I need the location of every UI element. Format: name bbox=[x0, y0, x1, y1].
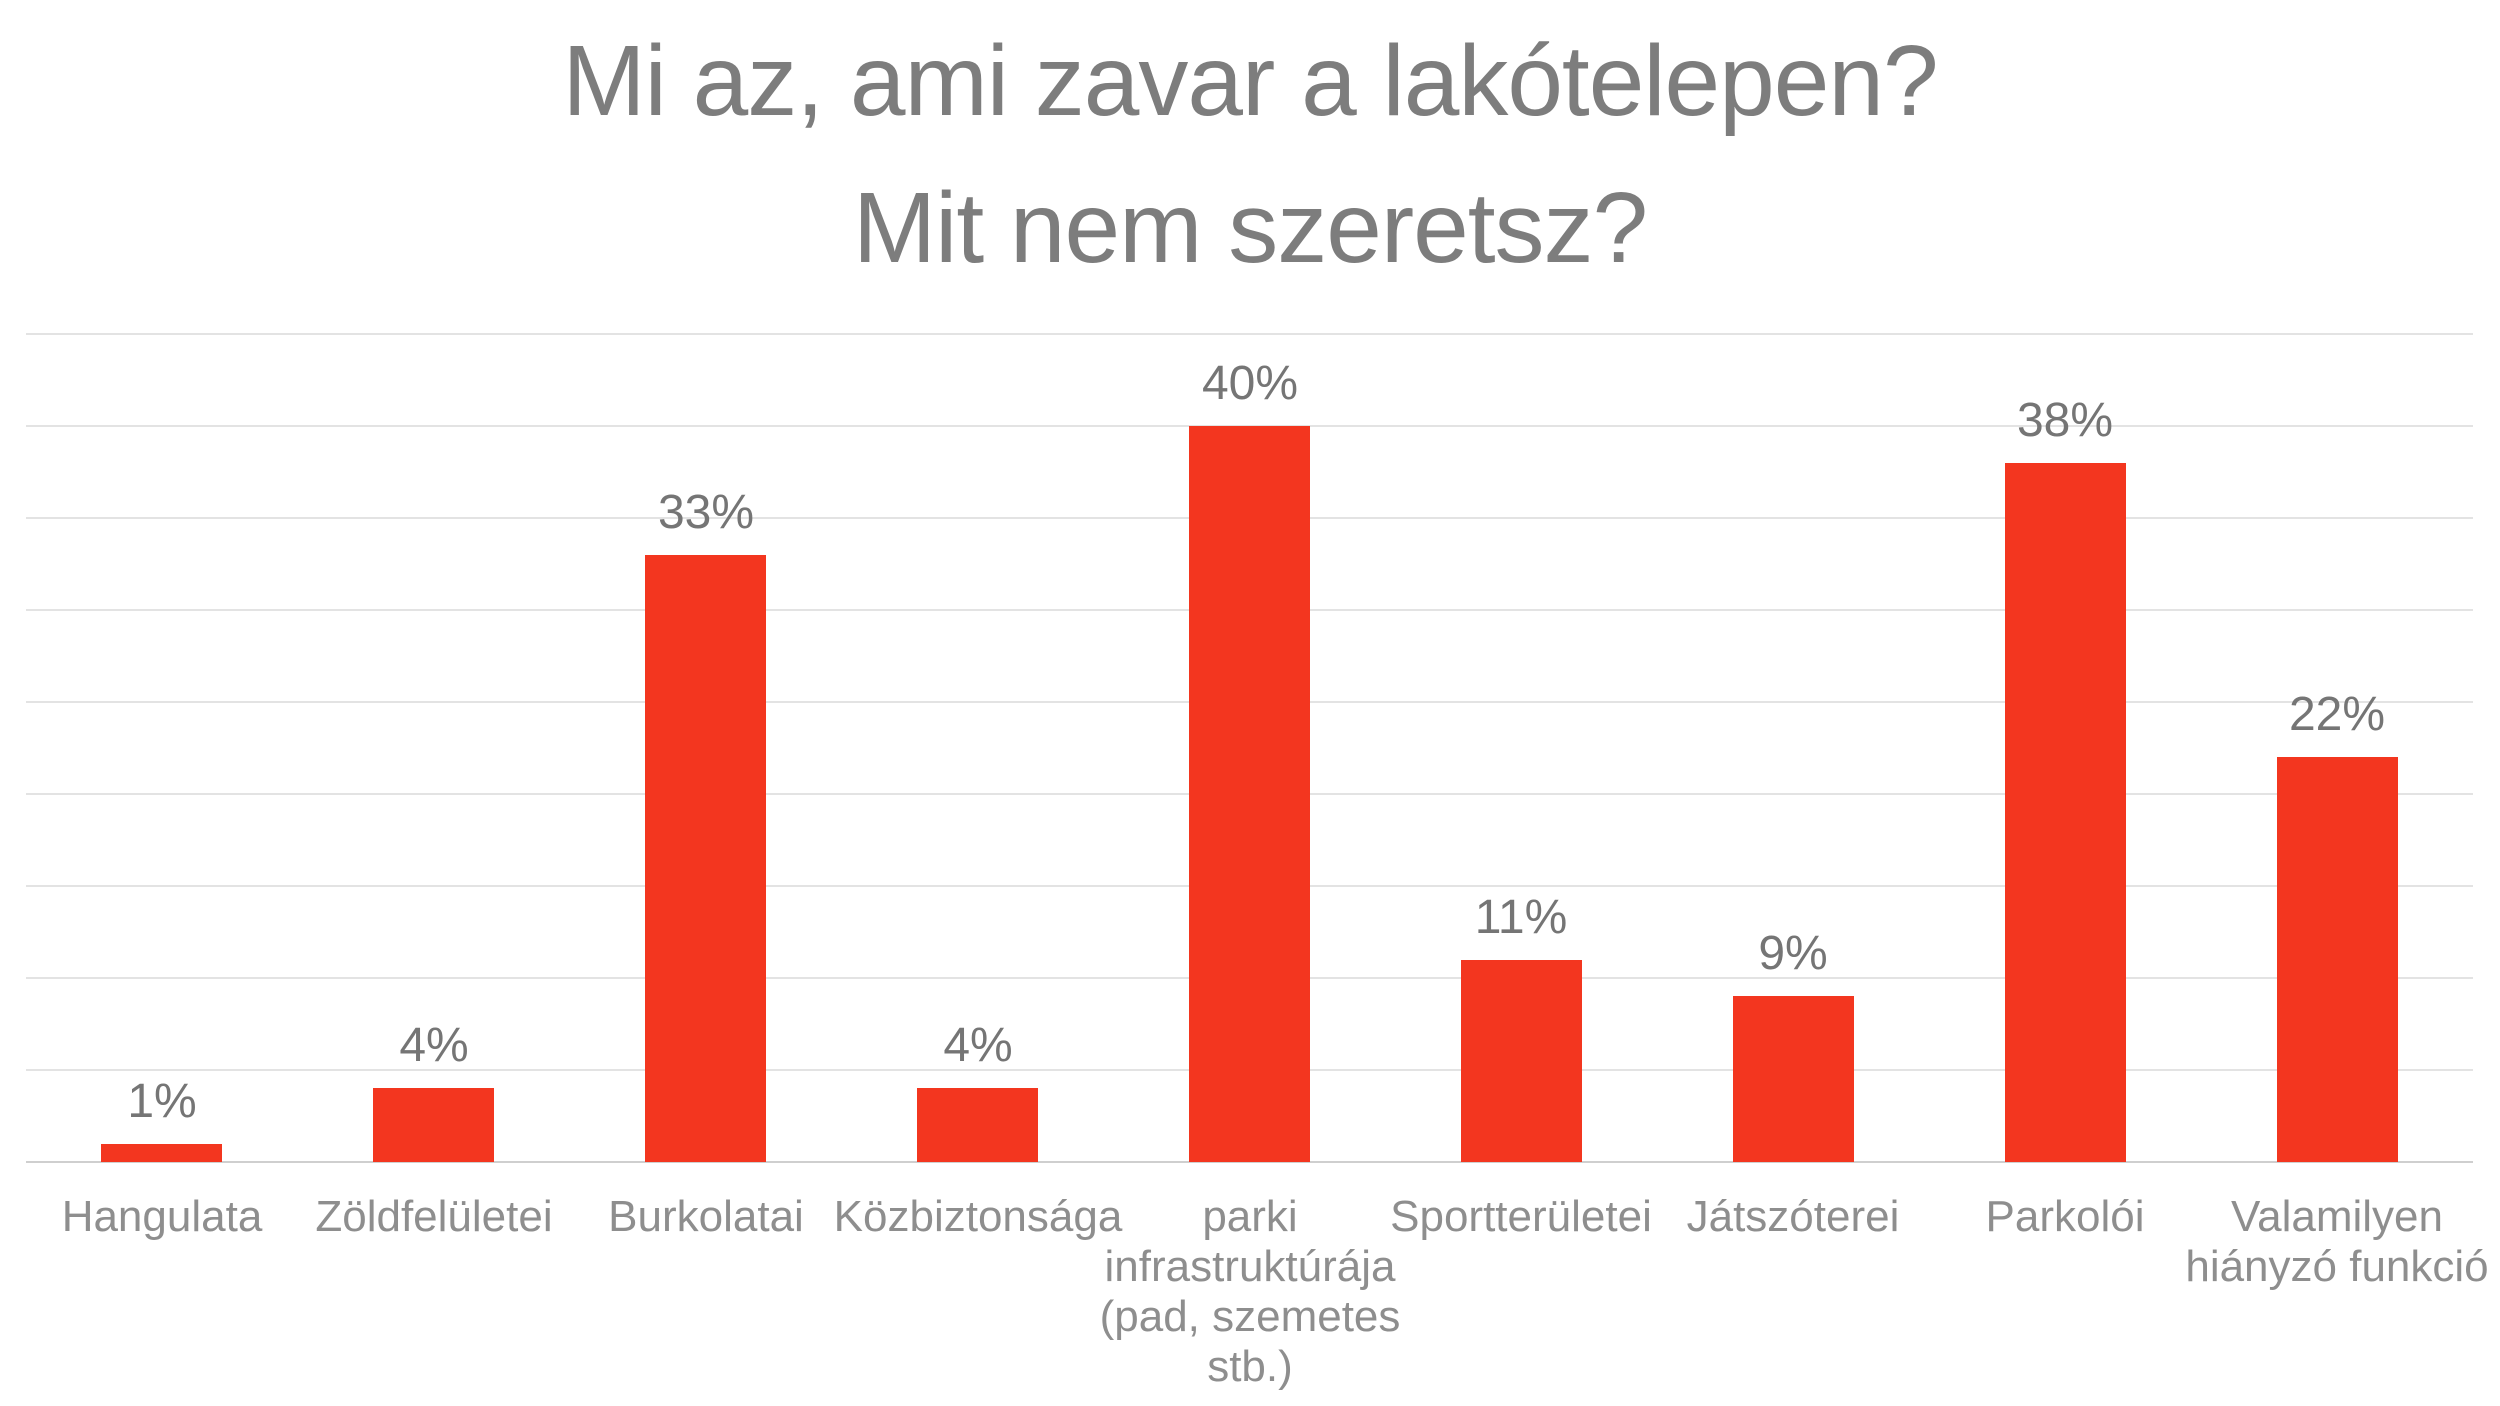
category-label: Zöldfelületei bbox=[315, 1192, 553, 1241]
bar bbox=[101, 1144, 222, 1162]
bar bbox=[645, 555, 766, 1162]
chart-title-line-2: Mit nem szeretsz? bbox=[852, 172, 1648, 284]
bar bbox=[917, 1088, 1038, 1162]
category-label: Játszóterei bbox=[1686, 1192, 1900, 1241]
category-label: Parkolói bbox=[1985, 1192, 2145, 1241]
bar bbox=[2005, 463, 2126, 1162]
bar bbox=[1189, 426, 1310, 1162]
bar bbox=[1461, 960, 1582, 1162]
bar-value-label: 9% bbox=[1758, 927, 1828, 980]
category-label: Burkolatai bbox=[608, 1192, 804, 1241]
bar-value-label: 11% bbox=[1474, 891, 1568, 944]
category-label: Közbiztonsága bbox=[833, 1192, 1123, 1241]
gridline bbox=[26, 333, 2473, 335]
bar-value-label: 4% bbox=[399, 1019, 469, 1072]
category-label: parki infrastruktúrája (pad, szemetes st… bbox=[1099, 1192, 1401, 1391]
x-axis-line bbox=[26, 1161, 2473, 1163]
bar-value-label: 38% bbox=[2016, 394, 2114, 447]
bar-value-label: 33% bbox=[657, 486, 755, 539]
bar bbox=[373, 1088, 494, 1162]
category-label: Valamilyen hiányzó funkció bbox=[2185, 1192, 2489, 1291]
bar-value-label: 40% bbox=[1201, 357, 1299, 410]
bar-value-label: 1% bbox=[127, 1075, 197, 1128]
chart-title-line-1: Mi az, ami zavar a lakótelepen? bbox=[562, 25, 1938, 137]
category-label: Hangulata bbox=[61, 1192, 263, 1241]
category-label: Sportterületei bbox=[1390, 1192, 1652, 1241]
bar-value-label: 4% bbox=[943, 1019, 1013, 1072]
bar bbox=[2277, 757, 2398, 1162]
bar-value-label: 22% bbox=[2288, 688, 2386, 741]
chart-title: Mi az, ami zavar a lakótelepen? Mit nem … bbox=[0, 8, 2500, 302]
bar bbox=[1733, 996, 1854, 1162]
